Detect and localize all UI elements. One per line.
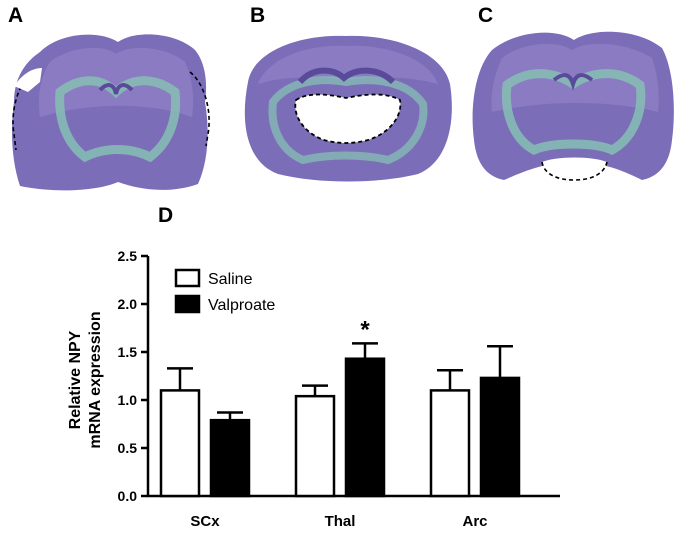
cavity [295,94,401,143]
bar-saline-scx [159,389,201,498]
significance-asterisk: * [360,316,370,343]
panel-label-a: A [8,4,24,27]
legend-label-valproate: Valproate [208,297,275,314]
white-matter-tracts [55,76,181,163]
lesion-outline-right [189,71,210,147]
brain-section-a-image [12,34,210,191]
lesion-cavity [542,157,607,176]
white-matter-tracts [268,76,428,165]
hippocampus-shape [297,67,396,85]
bar-valproate-scx [209,418,251,498]
brain-section-c-image [472,31,674,181]
lesion-outline [12,69,35,151]
x-tick-label: Thal [325,513,356,530]
bar-valproate-arc [479,376,521,498]
lesion-outline [541,161,608,181]
panel-label-d: D [158,204,174,227]
panel-label-c: C [478,4,494,27]
y-tick-label: 0.0 [118,488,138,504]
x-tick-label: Arc [462,513,487,530]
brain-section-b-image [244,35,452,182]
ventricles [98,83,134,95]
bar-valproate-thal [344,357,386,498]
lesion-outline [294,93,402,144]
y-tick-label: 2.5 [118,248,138,264]
legend-swatch-saline [174,268,201,288]
y-axis-label: mRNA expression [87,311,104,448]
bar-saline-arc [429,389,471,498]
y-tick-label: 1.0 [118,392,138,408]
cortex-highlight [258,45,438,84]
cortex-highlight [38,47,194,117]
lesion-cavity [14,68,42,92]
white-matter-tracts [501,69,646,156]
y-tick-label: 2.0 [118,296,138,312]
panel-label-b: B [250,4,266,27]
y-tick-label: 1.5 [118,344,138,360]
legend-swatch-valproate [174,294,201,314]
y-axis-label: Relative NPY [67,330,84,429]
bar-saline-thal [294,394,336,498]
ventricles [552,73,594,91]
npy-bar-chart: 0.0 0.5 1.0 1.5 2.0 2.5 Relative NPY mRNA expre… [67,248,560,530]
y-tick-label: 0.5 [118,440,138,456]
x-tick-label: SCx [190,513,220,530]
legend-label-saline: Saline [208,271,253,288]
